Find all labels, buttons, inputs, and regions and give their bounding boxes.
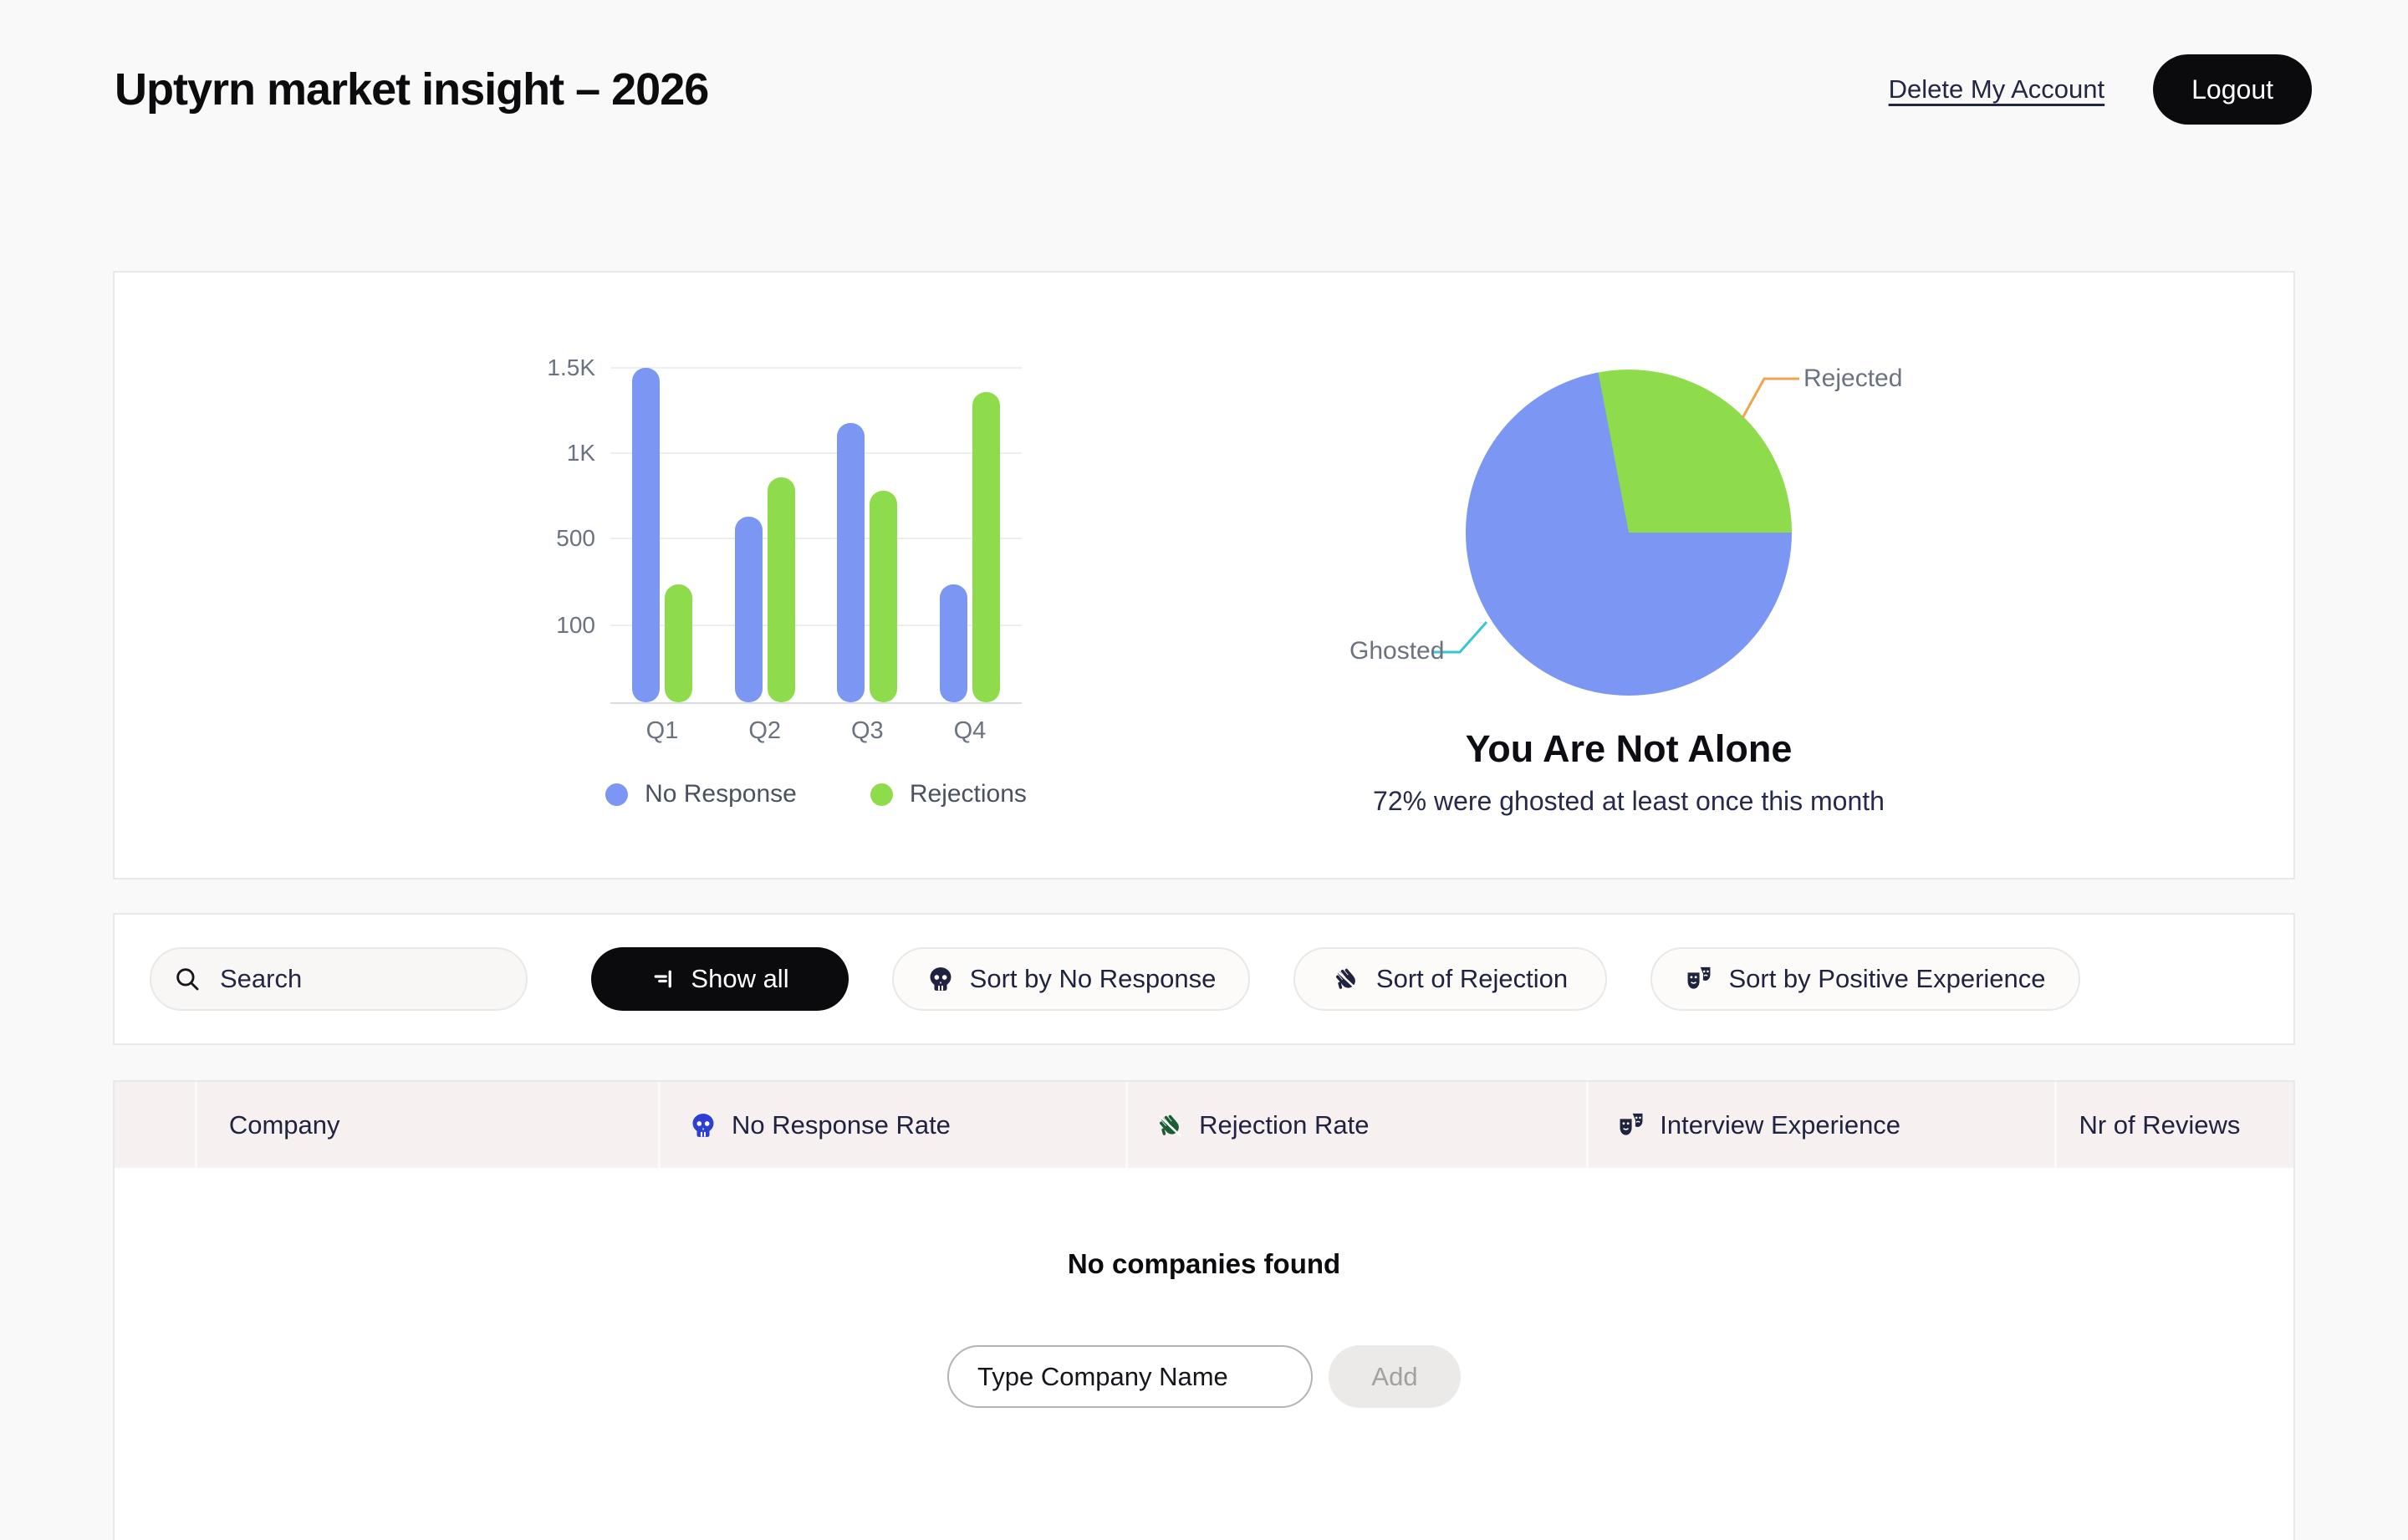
bar-q2-rejections (767, 477, 795, 702)
column-header-index (115, 1082, 195, 1168)
hand-slash-icon (1333, 965, 1361, 993)
x-axis-label: Q3 (850, 717, 884, 744)
column-header-label: Rejection Rate (1199, 1109, 1370, 1140)
pie-chart: Rejected Ghosted You Are Not Alone 72% w… (1306, 365, 2159, 878)
bar-chart-legend: No Response Rejections (605, 780, 1027, 808)
sort-rejection-button[interactable]: Sort of Rejection (1293, 947, 1607, 1011)
gridline (610, 367, 1022, 369)
theater-masks-icon (1685, 965, 1713, 993)
search-input[interactable] (218, 963, 489, 995)
column-header-company: Company (194, 1082, 658, 1168)
bar-chart: 100 500 1K 1.5K Q1 Q2 Q3 Q4 No Response Rejecti… (537, 354, 1038, 878)
gridline (610, 624, 1022, 626)
column-header-label: Nr of Reviews (2079, 1109, 2241, 1140)
sort-no-response-label: Sort by No Response (969, 964, 1217, 993)
table-header-row: Company No Response Rate Rejection Rate Int… (115, 1082, 2293, 1168)
bar-chart-plot: 100 500 1K 1.5K (547, 354, 1022, 704)
search-box[interactable] (150, 947, 528, 1011)
legend-dot (870, 783, 893, 806)
legend-dot (605, 783, 629, 806)
pie-label-ghosted: Ghosted (1349, 637, 1445, 665)
y-tick-label: 1K (566, 440, 595, 467)
bar-q4-no-response (939, 584, 967, 702)
x-axis-label: Q2 (748, 717, 781, 744)
page-title: Uptyrn market insight – 2026 (115, 64, 709, 115)
logout-button[interactable]: Logout (2153, 54, 2312, 125)
column-header-label: No Response Rate (732, 1109, 951, 1140)
skull-icon (926, 965, 955, 993)
column-header-label: Interview Experience (1660, 1109, 1901, 1140)
bar-q2-no-response (734, 517, 763, 702)
column-header-rejection-rate: Rejection Rate (1125, 1082, 1586, 1168)
bar-q3-rejections (870, 491, 898, 702)
bar-group-q3 (837, 423, 898, 702)
legend-item-rejections: Rejections (870, 780, 1027, 808)
legend-item-no-response: No Response (605, 780, 797, 808)
delete-account-link[interactable]: Delete My Account (1888, 74, 2105, 104)
bar-group-q4 (939, 392, 1000, 702)
charts-card: 100 500 1K 1.5K Q1 Q2 Q3 Q4 No Response Rejecti… (113, 271, 2295, 880)
bar-chart-x-axis: Q1 Q2 Q3 Q4 (610, 717, 1022, 745)
legend-label: No Response (645, 780, 797, 808)
column-header-nr-of-reviews: Nr of Reviews (2054, 1082, 2293, 1168)
column-header-interview-experience: Interview Experience (1586, 1082, 2054, 1168)
pie-title: You Are Not Alone (1465, 727, 1793, 770)
table-body: No companies found Add (115, 1168, 2293, 1540)
bar-q1-no-response (632, 368, 660, 702)
pie-circle (1466, 370, 1792, 696)
company-name-input[interactable] (947, 1345, 1313, 1408)
show-all-label: Show all (691, 964, 789, 993)
add-company-button[interactable]: Add (1329, 1345, 1461, 1408)
bar-q4-rejections (972, 392, 1000, 702)
bar-group-q2 (734, 477, 795, 702)
y-tick-label: 500 (556, 525, 595, 552)
gridline (610, 452, 1022, 455)
legend-label: Rejections (909, 780, 1027, 808)
x-axis-label: Q1 (645, 717, 679, 744)
gridline (610, 538, 1022, 540)
y-tick-label: 100 (556, 611, 595, 638)
column-header-no-response-rate: No Response Rate (658, 1082, 1125, 1168)
companies-table: Company No Response Rate Rejection Rate Int… (113, 1080, 2295, 1540)
bar-q3-no-response (837, 423, 865, 702)
empty-state-message: No companies found (1067, 1248, 1341, 1279)
column-header-label: Company (228, 1109, 340, 1140)
search-icon (173, 965, 202, 993)
x-axis-label: Q4 (953, 717, 987, 744)
sort-positive-label: Sort by Positive Experience (1728, 964, 2046, 993)
y-tick-label: 1.5K (547, 354, 595, 380)
pie-label-rejected: Rejected (1803, 365, 1903, 392)
sort-rejection-label: Sort of Rejection (1375, 964, 1569, 993)
top-bar: Uptyrn market insight – 2026 Delete My A… (0, 52, 2408, 127)
skull-icon (689, 1111, 717, 1140)
rejected-callout-line (1741, 377, 1799, 419)
sort-no-response-button[interactable]: Sort by No Response (892, 947, 1250, 1011)
add-company-row: Add (115, 1345, 2293, 1408)
masks-icon (1617, 1111, 1645, 1140)
sort-positive-experience-button[interactable]: Sort by Positive Experience (1650, 947, 2080, 1011)
pie-subtitle: 72% were ghosted at least once this mont… (1373, 786, 1885, 816)
hand-icon (1156, 1111, 1185, 1140)
show-all-button[interactable]: Show all (591, 947, 849, 1011)
bar-q1-rejections (665, 584, 692, 702)
top-bar-actions: Delete My Account Logout (1889, 54, 2312, 125)
filter-bar: Show all Sort by No Response Sort of Rej… (113, 913, 2295, 1045)
bar-group-q1 (632, 368, 692, 702)
filter-icon (650, 966, 676, 992)
bars-row (610, 368, 1022, 702)
